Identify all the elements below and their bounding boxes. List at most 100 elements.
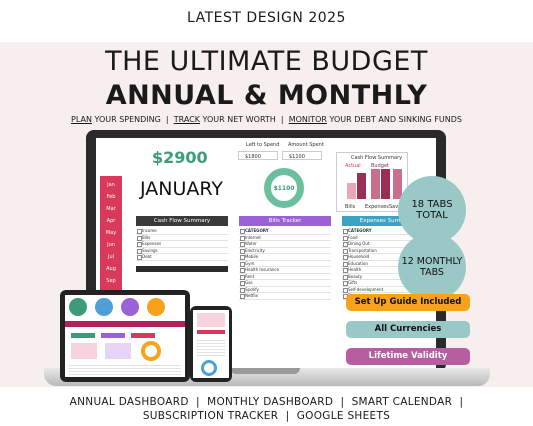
table-row: Debt (136, 254, 228, 261)
month-tab[interactable]: Feb (106, 194, 116, 200)
table-row: Household (342, 254, 432, 261)
title-line-1: THE ULTIMATE BUDGET (105, 46, 428, 77)
tablet-mockup (60, 290, 190, 382)
month-title: JANUARY (140, 178, 223, 200)
expenses-summary-title: Expenses Summary (342, 216, 432, 226)
bar-expenses-budget (381, 169, 390, 199)
table-row[interactable]: Health Insurance (239, 267, 331, 274)
bar-bills-budget (357, 173, 366, 199)
tablet-tag (101, 333, 125, 338)
cash-flow-table-title: Cash Flow Summary (136, 216, 228, 226)
tagline-track-rest: YOUR NET WORTH | (200, 115, 289, 124)
lifetime-validity-pill: Lifetime Validity (346, 348, 470, 365)
tabs-total-line2: TOTAL (416, 210, 448, 221)
table-row: Food (342, 235, 432, 241)
tablet-donut (141, 341, 161, 361)
table-row: Dining Out (342, 241, 432, 248)
table-row[interactable]: Rent (239, 274, 331, 280)
chart-category: Bills (345, 204, 356, 210)
table-row[interactable]: Gas (239, 280, 331, 287)
bills-header: CATEGORY (239, 228, 331, 235)
tablet-panel (71, 343, 97, 359)
legend-actual: Actual (345, 163, 361, 169)
table-row: Expenses (136, 241, 228, 248)
table-row[interactable]: Gym (239, 261, 331, 267)
tablet-table (69, 363, 181, 375)
all-currencies-pill: All Currencies (346, 321, 470, 338)
table-row: Savings (136, 248, 228, 254)
bills-tracker-title: Bills Tracker (239, 216, 331, 226)
table-row: Bills (136, 235, 228, 241)
donut-value: $1100 (273, 184, 295, 192)
phone-table (197, 338, 225, 356)
bar-expenses-actual (371, 169, 380, 199)
month-tab[interactable]: May (105, 230, 117, 236)
table-row: Gifts (342, 280, 432, 287)
budget-amount: $2900 (152, 148, 208, 167)
table-row[interactable]: Internet (239, 235, 331, 241)
setup-guide-pill: Set Up Guide Included (346, 294, 470, 311)
table-row[interactable]: Water (239, 241, 331, 248)
legend-budget: Budget (371, 163, 389, 169)
table-row[interactable]: Spotify (239, 287, 331, 293)
tagline-monitor: MONITOR (288, 115, 327, 124)
month-tab[interactable]: Jun (107, 242, 115, 248)
phone-chart (197, 313, 225, 327)
month-tab[interactable]: Jan (107, 182, 115, 188)
tablet-screen (65, 295, 185, 377)
tablet-chart-circle (121, 298, 139, 316)
left-value-box: $1800 (238, 151, 278, 160)
tablet-panel (105, 343, 131, 359)
table-row: Self-development (342, 287, 432, 293)
tablet-chart-circle (95, 298, 113, 316)
amount-spent-label: Amount Spent (288, 142, 324, 148)
tagline-plan: PLAN (71, 115, 92, 124)
monthly-tabs-badge: 12 MONTHLY TABS (398, 233, 466, 301)
table-row[interactable]: Mobile (239, 254, 331, 261)
spent-value-box: $1100 (282, 151, 322, 160)
table-row[interactable]: Electricity (239, 248, 331, 254)
tablet-tag (131, 333, 155, 338)
table-row[interactable]: Netflix (239, 293, 331, 300)
month-tab[interactable]: Jul (107, 254, 115, 260)
bills-table: CATEGORY Internet Water Electricity Mobi… (239, 228, 331, 300)
expenses-header: CATEGORY (342, 228, 432, 235)
footer-line-1: ANNUAL DASHBOARD | MONTHLY DASHBOARD | S… (69, 396, 464, 408)
spent-donut-chart: $1100 (264, 168, 304, 208)
tablet-chart-circle (69, 298, 87, 316)
monthly-line2: TABS (420, 267, 444, 278)
cash-flow-chart: Cash Flow Summary Actual Budget Bills Ex… (336, 152, 409, 212)
chart-title: Cash Flow Summary (351, 155, 403, 161)
bar-savings-actual (393, 169, 402, 199)
cash-flow-total-row (136, 266, 228, 272)
phone-screen (193, 310, 229, 378)
tabs-total-line1: 18 TABS (411, 199, 453, 210)
bar-bills-actual (347, 183, 356, 199)
table-row: Health (342, 267, 432, 274)
tagline-monitor-rest: YOUR DEBT AND SINKING FUNDS (326, 115, 462, 124)
tagline-plan-rest: YOUR SPENDING | (91, 115, 174, 124)
tablet-header-strip (65, 321, 185, 327)
tablet-chart-circle (147, 298, 165, 316)
month-tab[interactable]: Mar (106, 206, 116, 212)
footer-line-2: SUBSCRIPTION TRACKER | GOOGLE SHEETS (142, 410, 391, 422)
left-value: $1800 (245, 153, 261, 160)
month-tab[interactable]: Aug (106, 266, 116, 272)
tablet-tag (71, 333, 95, 338)
monthly-line1: 12 MONTHLY (401, 256, 463, 267)
table-row: Income (136, 228, 228, 235)
cash-flow-table: Income Bills Expenses Savings Debt (136, 228, 228, 261)
tagline-track: TRACK (173, 115, 201, 124)
phone-strip (197, 330, 225, 334)
tabs-total-badge: 18 TABS TOTAL (398, 176, 466, 244)
table-row: Beauty (342, 274, 432, 280)
month-tab[interactable]: Apr (106, 218, 116, 224)
phone-donut (201, 360, 217, 376)
month-tab[interactable]: Sep (106, 278, 116, 284)
table-row: Transportation (342, 248, 432, 254)
table-row: Education (342, 261, 432, 267)
left-to-spend-label: Left to Spend (246, 142, 280, 148)
title-line-2: ANNUAL & MONTHLY (105, 80, 428, 111)
spent-value: $1100 (289, 153, 305, 160)
